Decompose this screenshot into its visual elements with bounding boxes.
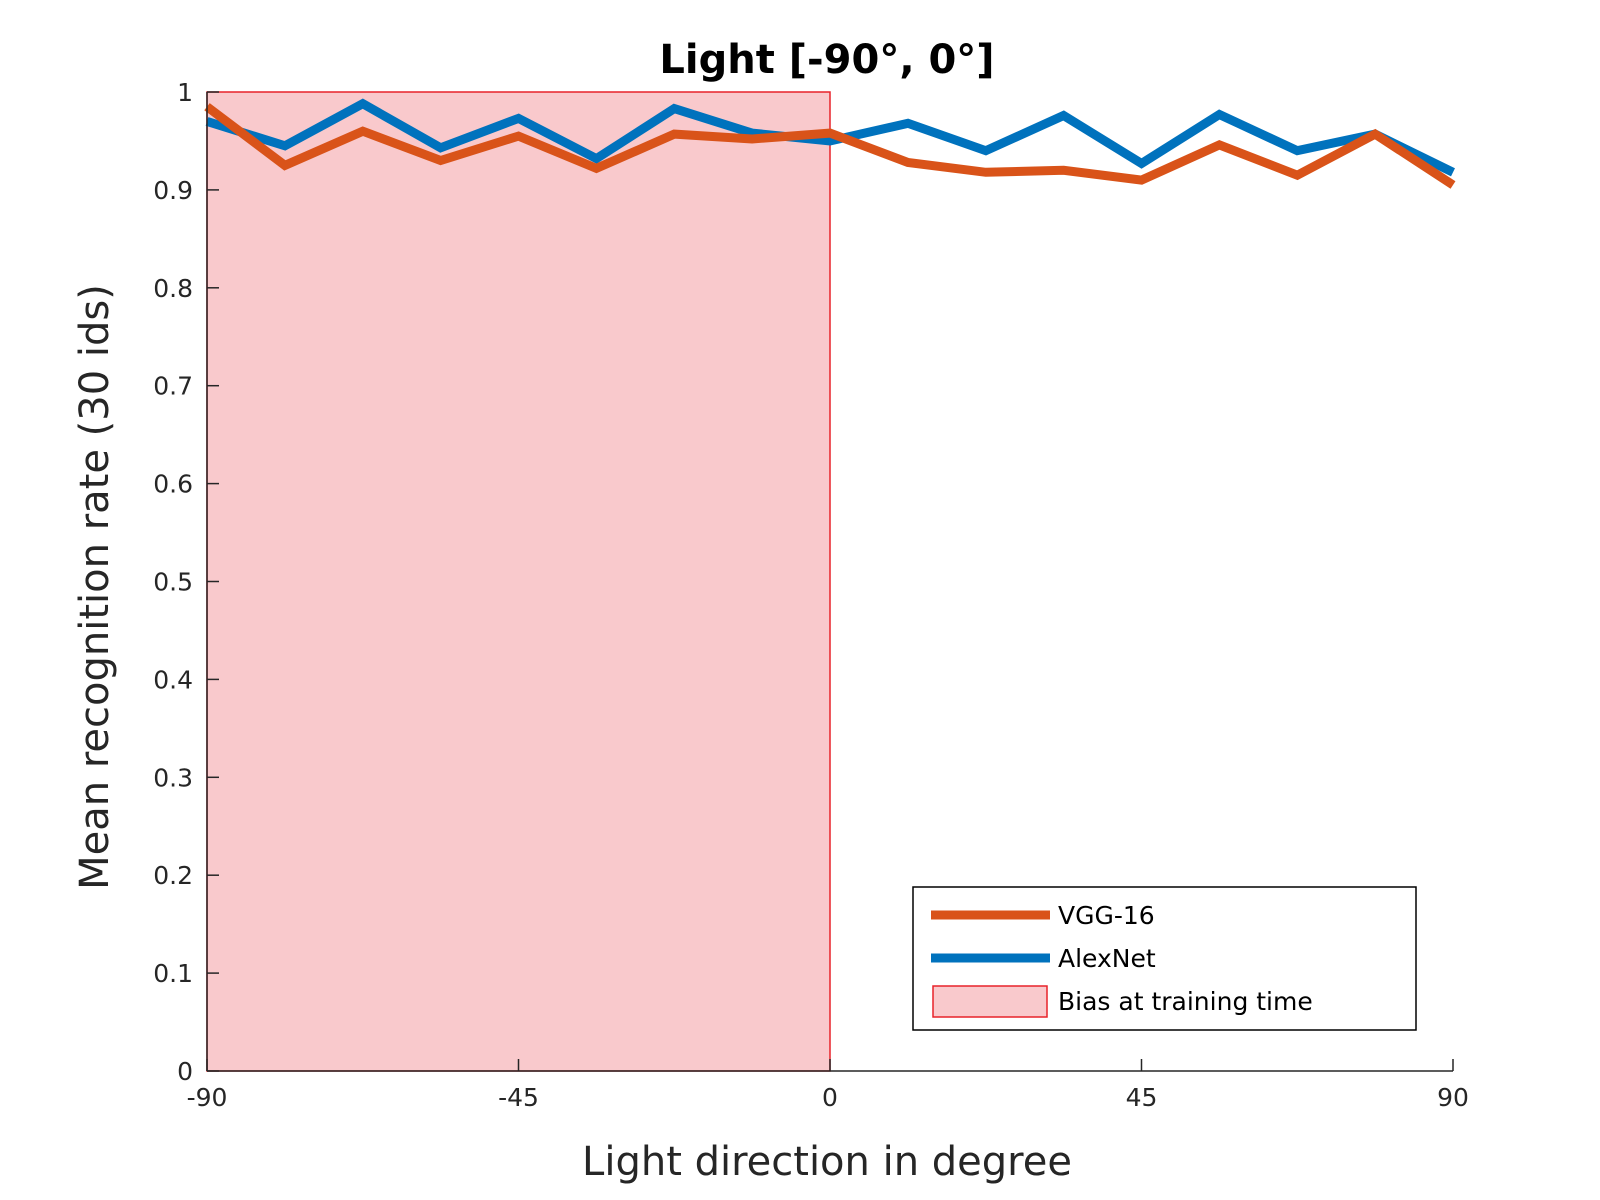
y-tick-label: 0.3	[153, 763, 193, 792]
y-tick-label: 0.7	[153, 372, 193, 401]
x-tick-label: -45	[498, 1083, 539, 1112]
y-axis-title: Mean recognition rate (30 ids)	[72, 284, 118, 890]
axes: -90 -45 0 45 90 0 0.1 0.2 0.3 0.4 0.5 0.6 0.7 0.8 0.9 1	[153, 78, 1469, 1112]
y-tick-label: 0.5	[153, 568, 193, 597]
x-tick-label: 45	[1126, 1083, 1158, 1112]
series-line-vgg-16	[204, 103, 1456, 189]
y-tick-label: 1	[177, 78, 193, 107]
y-tick-label: 0.6	[153, 470, 193, 499]
x-tick-label: 0	[822, 1083, 838, 1112]
legend-label: VGG-16	[1058, 901, 1155, 930]
legend: VGG-16 AlexNet Bias at training time	[912, 886, 1417, 1031]
y-tick-label: 0.1	[153, 959, 193, 988]
y-tick-label: 0.2	[153, 861, 193, 890]
y-tick-label: 0.9	[153, 176, 193, 205]
bias-region	[206, 91, 831, 1072]
legend-label: AlexNet	[1058, 944, 1156, 973]
y-tick-label: 0.4	[153, 665, 193, 694]
y-tick-label: 0.8	[153, 274, 193, 303]
y-tick-label: 0	[177, 1057, 193, 1086]
x-tick-label: -90	[187, 1083, 228, 1112]
x-axis-title: Light direction in degree	[582, 1139, 1072, 1185]
x-tick-label: 90	[1437, 1083, 1469, 1112]
legend-label: Bias at training time	[1058, 987, 1313, 1016]
plot-area	[204, 91, 1456, 1072]
series-line-alexnet	[205, 98, 1455, 177]
chart-title: Light [-90°, 0°]	[659, 37, 994, 83]
legend-swatch-bias	[932, 985, 1048, 1018]
